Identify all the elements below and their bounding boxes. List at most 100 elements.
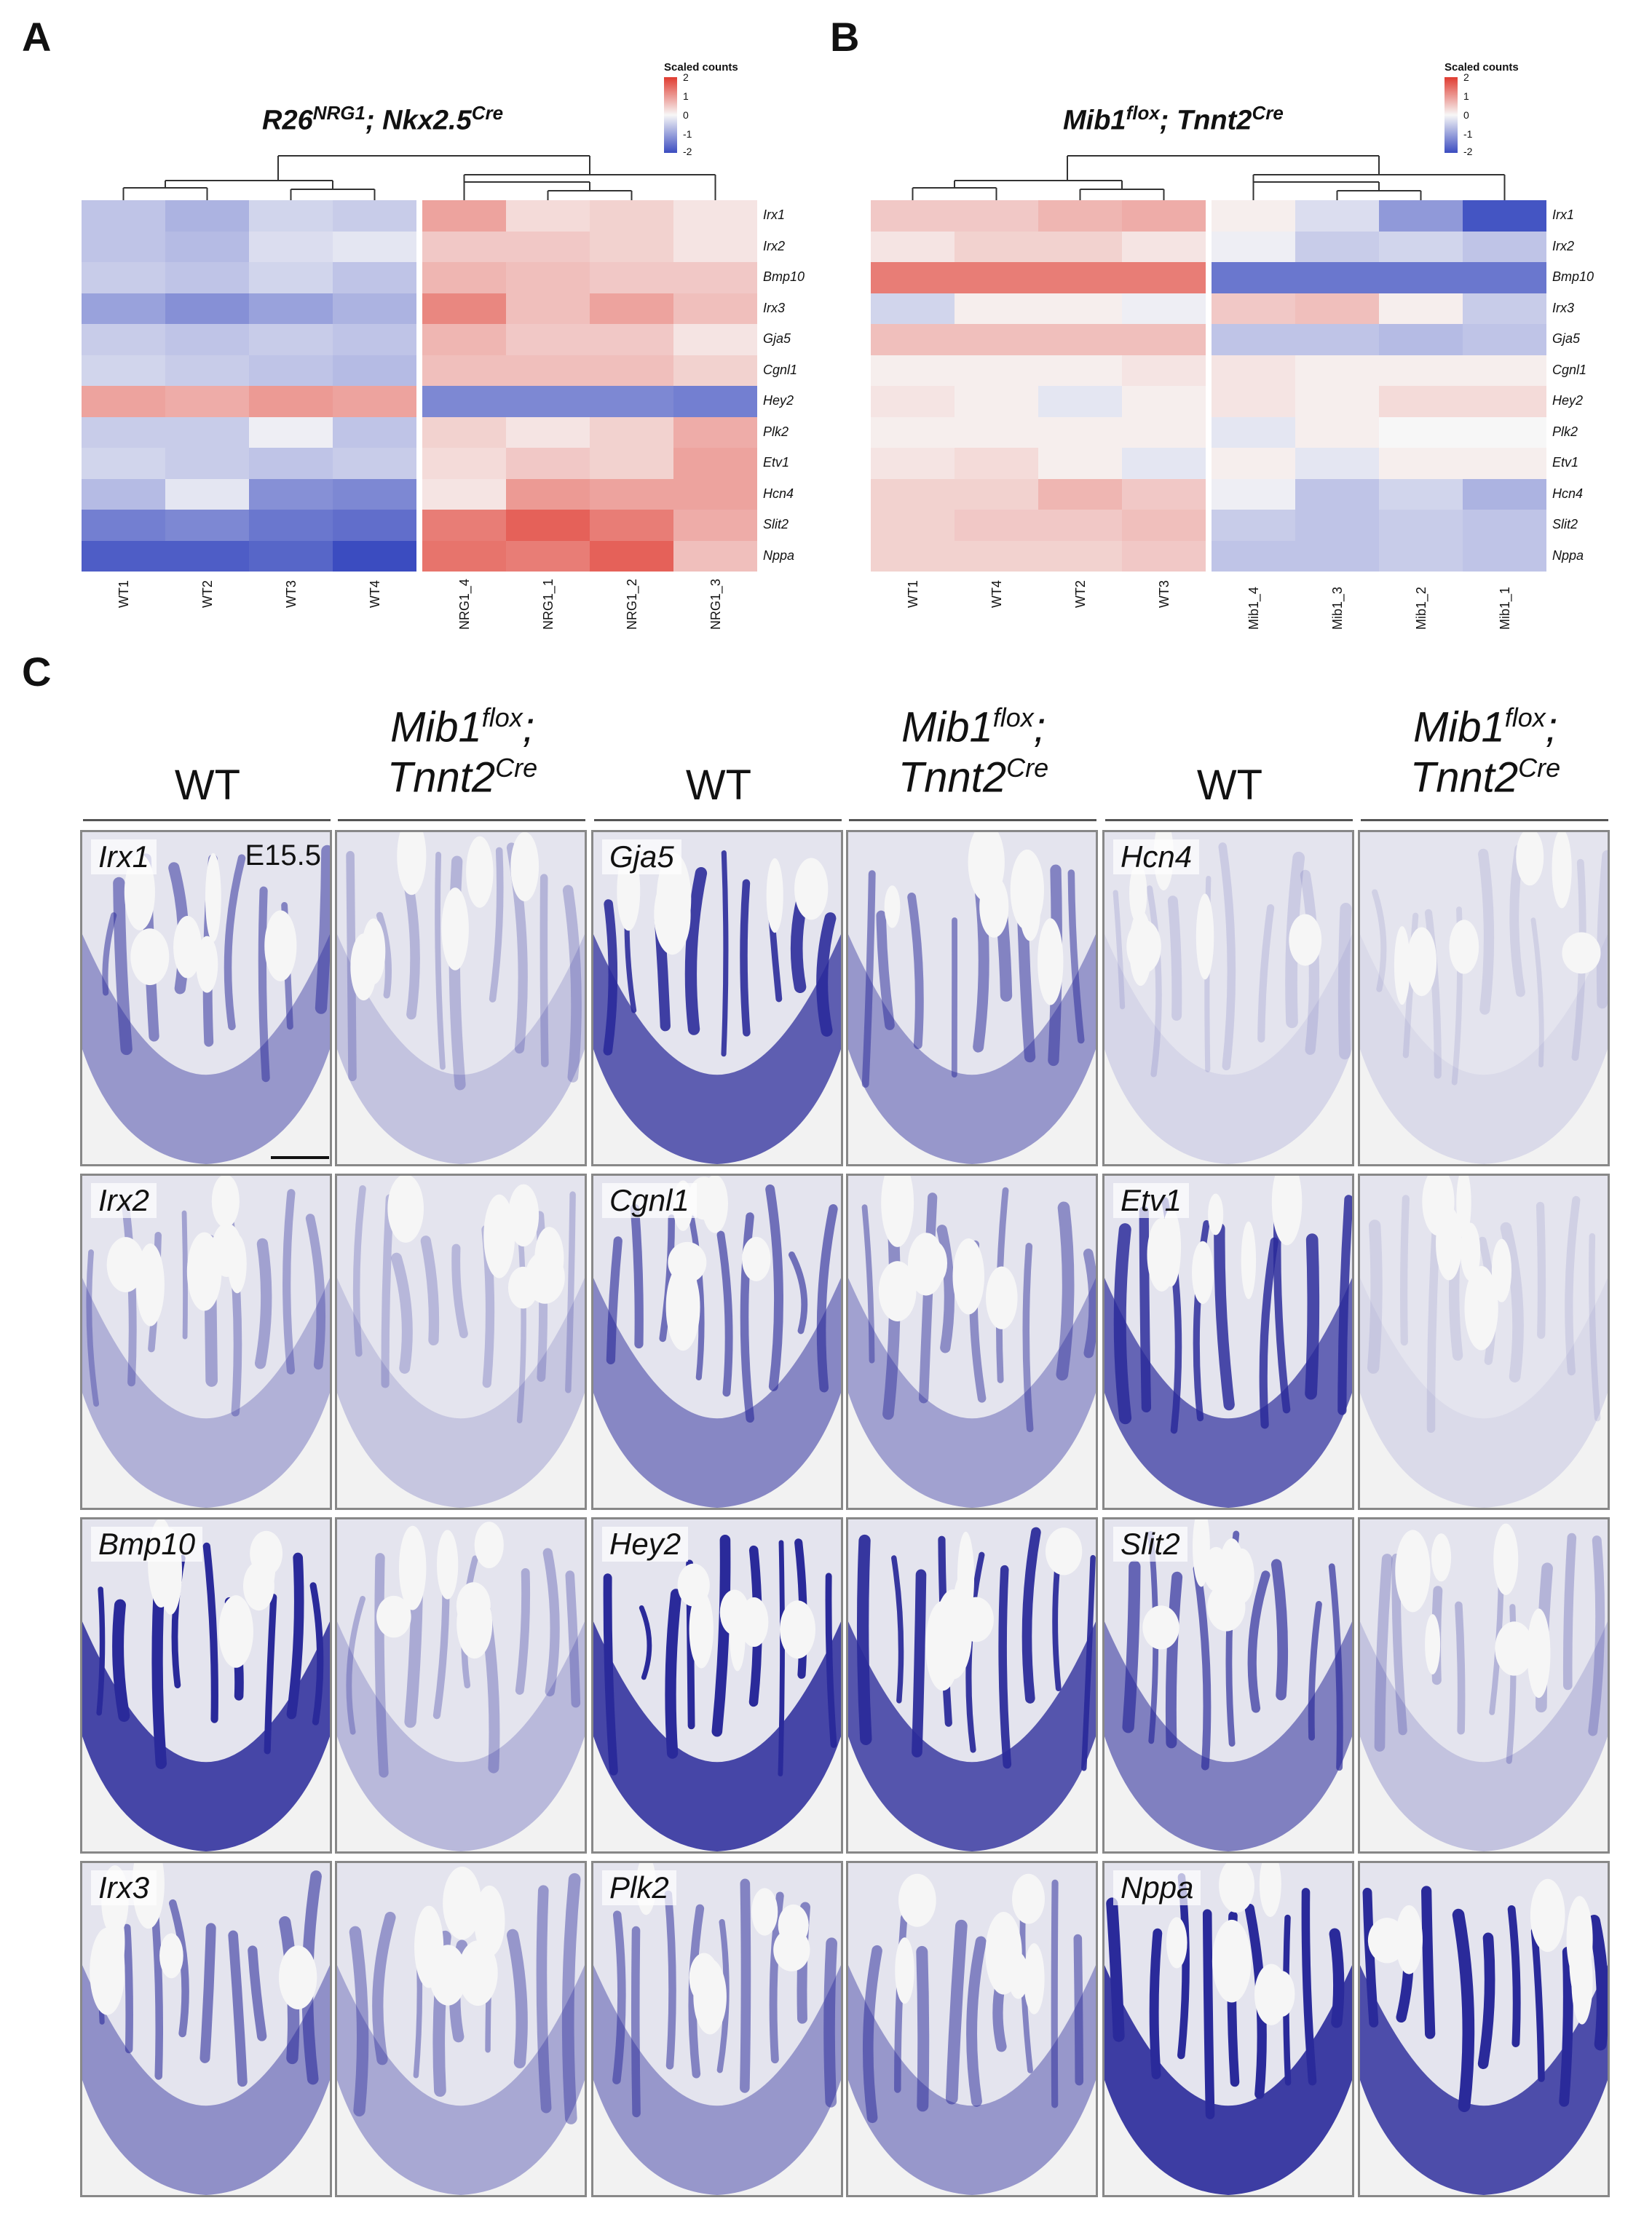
lumen [1012, 1873, 1045, 1924]
lumen [350, 933, 377, 1001]
heatmap-column-label: WT1 [905, 580, 920, 608]
trabecula [1214, 1222, 1235, 1411]
heatmap-cell [1295, 324, 1379, 355]
trabecula [1500, 1222, 1524, 1383]
trabecula [1308, 1601, 1322, 1741]
lumen [159, 1933, 183, 1979]
heatmap-cell [590, 262, 673, 293]
trabecula [778, 1540, 785, 1777]
trabecula [891, 1555, 904, 1704]
insitu-image: Irx1 E15.5 [80, 830, 332, 1166]
tissue-section [337, 1863, 585, 2195]
heatmap-cell [333, 478, 416, 510]
heatmap-cell [871, 448, 955, 479]
trabecula [286, 1552, 304, 1720]
heatmap-cell [1212, 478, 1295, 510]
heatmap-cell [1038, 478, 1122, 510]
heatmap-cell [1379, 293, 1463, 324]
trabecula [315, 845, 330, 1014]
lumen [1395, 1905, 1423, 1974]
insitu-header-underline [338, 819, 585, 821]
heatmap-cell [506, 416, 590, 448]
heatmap-cell [506, 510, 590, 541]
staining-region [337, 1965, 585, 2195]
lumen [441, 887, 469, 970]
heatmap-cell [249, 231, 333, 262]
heatmap-cell [590, 231, 673, 262]
lumen [677, 1563, 710, 1607]
heatmap-cell [82, 262, 165, 293]
staining-region [1104, 934, 1352, 1164]
heatmap-cell [1379, 540, 1463, 572]
heatmap-cell [165, 416, 249, 448]
heatmap-column-label: WT2 [1072, 580, 1088, 608]
panel-a-letter: A [22, 14, 52, 60]
heatmap-cell [506, 200, 590, 232]
heatmap-cell [1295, 200, 1379, 232]
lumen [878, 1261, 917, 1321]
heatmap-cell [871, 200, 955, 232]
heatmap-cell [1379, 262, 1463, 293]
heatmap-cell [1038, 386, 1122, 417]
lumen [1407, 927, 1437, 997]
trabecula [542, 1548, 560, 1697]
trabecula [86, 1249, 100, 1407]
heatmap-cell [249, 200, 333, 232]
insitu-column-header: WT [174, 762, 241, 809]
lumen [474, 1885, 505, 1957]
trabecula [1259, 1237, 1278, 1429]
heatmap-cell [333, 324, 416, 355]
trabecula [1426, 1209, 1442, 1434]
lumen [1491, 1238, 1512, 1302]
panel-b-letter: B [830, 14, 860, 60]
heatmap-cell [1212, 510, 1295, 541]
heatmap-cell [590, 416, 673, 448]
trabecula [1056, 1201, 1075, 1381]
heatmap-cell [955, 231, 1038, 262]
heatmap-row-label: Plk2 [763, 424, 789, 439]
heatmap-cell [333, 416, 416, 448]
trabecula [1146, 885, 1162, 1078]
trabecula [716, 1230, 733, 1397]
heatmap-cell [165, 324, 249, 355]
heatmap-row-label: Irx3 [763, 300, 786, 315]
trabecula [606, 1236, 623, 1364]
lumen [1449, 920, 1479, 974]
lumen [958, 1597, 994, 1642]
heatmap-cell [422, 478, 506, 510]
trabecula [1273, 1207, 1291, 1414]
heatmap-column-label: WT4 [989, 580, 1004, 608]
heatmap-column-label: Mib1_3 [1329, 586, 1345, 630]
gene-probe-label: Nppa [1113, 1870, 1201, 1905]
trabecula [1022, 1243, 1034, 1433]
heatmap-cell [506, 478, 590, 510]
staining-region [848, 1621, 1096, 1851]
heatmap-cell [249, 448, 333, 479]
heatmap-cell [82, 386, 165, 417]
heatmap-cell [673, 478, 757, 510]
heatmap-cell [590, 324, 673, 355]
heatmap-cell [165, 293, 249, 324]
staining-region [1360, 1278, 1608, 1508]
trabecula [630, 1203, 644, 1349]
heatmap-cell [422, 200, 506, 232]
heatmap-cell [1295, 510, 1379, 541]
trabecula [254, 1238, 272, 1369]
lumen [1495, 1621, 1534, 1676]
lumen [525, 1251, 565, 1304]
lumen [1019, 884, 1040, 941]
heatmap-cell [1463, 262, 1546, 293]
heatmap-cell [955, 200, 1038, 232]
gene-probe-label: Irx3 [91, 1870, 157, 1905]
staining-region [1360, 1621, 1608, 1851]
staining-region [1360, 934, 1608, 1164]
staining-region [593, 1278, 841, 1508]
tissue-section [337, 1176, 585, 1508]
heatmap-column-label: WT1 [116, 580, 131, 608]
heatmap-cell [1122, 540, 1206, 572]
staining-region [593, 1621, 841, 1851]
heatmap-cell [1463, 386, 1546, 417]
legend-a-tick: 2 [683, 71, 689, 83]
lumen [1394, 926, 1410, 1005]
insitu-header-underline [1361, 819, 1608, 821]
